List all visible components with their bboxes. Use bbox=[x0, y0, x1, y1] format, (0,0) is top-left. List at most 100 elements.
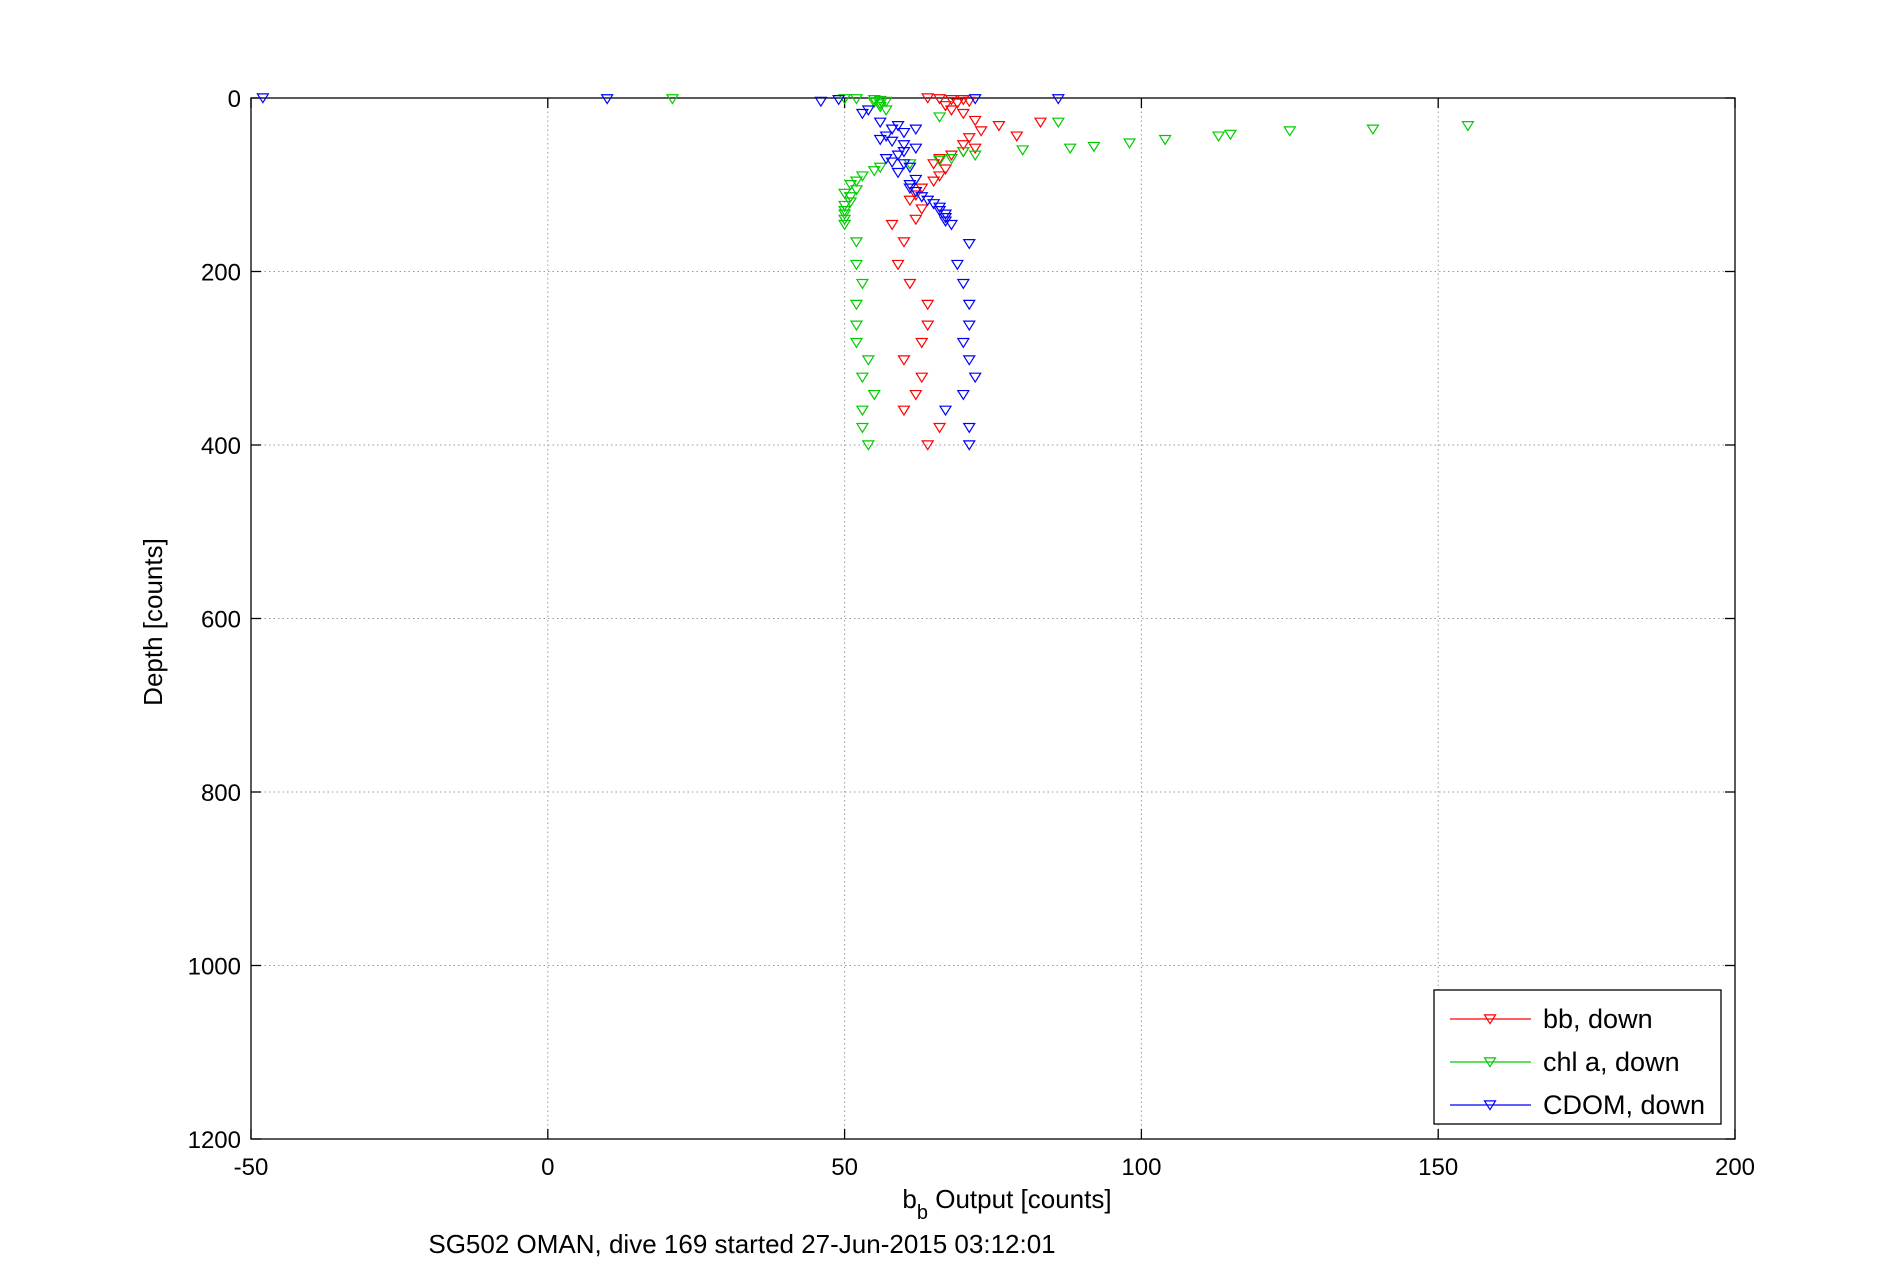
legend-marker bbox=[1483, 1014, 1497, 1025]
data-point bbox=[956, 140, 970, 151]
data-point bbox=[932, 171, 947, 182]
data-point bbox=[956, 389, 970, 401]
data-point bbox=[938, 209, 953, 221]
data-point bbox=[927, 159, 941, 170]
data-point bbox=[915, 337, 929, 349]
data-point bbox=[838, 188, 852, 200]
data-point bbox=[600, 94, 614, 105]
data-point bbox=[873, 134, 887, 146]
data-point bbox=[909, 174, 923, 186]
data-point bbox=[838, 206, 852, 217]
data-point bbox=[855, 108, 869, 120]
x-tick-label: 150 bbox=[1418, 1154, 1458, 1181]
data-point bbox=[861, 355, 875, 366]
series-2 bbox=[256, 93, 1065, 451]
data-point bbox=[885, 219, 899, 231]
data-point bbox=[927, 176, 941, 188]
data-point bbox=[885, 124, 899, 136]
x-tick-labels: -50 0 50 100 150 200 bbox=[234, 1154, 1755, 1181]
data-point bbox=[962, 133, 976, 144]
data-point bbox=[956, 147, 970, 158]
data-point bbox=[909, 143, 923, 155]
data-point bbox=[938, 212, 953, 224]
x-tick-label: 100 bbox=[1121, 1154, 1161, 1181]
data-point bbox=[909, 389, 923, 401]
data-point bbox=[968, 115, 982, 127]
data-point bbox=[938, 164, 953, 175]
data-point bbox=[867, 389, 881, 401]
data-point bbox=[974, 126, 988, 137]
data-point bbox=[950, 259, 964, 271]
data-point bbox=[932, 112, 947, 123]
data-point bbox=[897, 355, 911, 366]
data-point bbox=[1366, 124, 1380, 136]
data-point bbox=[921, 195, 935, 207]
data-point bbox=[903, 195, 917, 207]
data-point bbox=[879, 131, 893, 142]
data-point bbox=[909, 186, 923, 198]
data-point bbox=[962, 422, 976, 434]
x-tick-label: 50 bbox=[831, 1154, 858, 1181]
data-point bbox=[897, 147, 911, 158]
data-point bbox=[885, 136, 899, 148]
data-point bbox=[838, 214, 852, 226]
data-point bbox=[932, 154, 947, 165]
data-point bbox=[1051, 117, 1065, 129]
data-point bbox=[915, 183, 929, 195]
data-point bbox=[1223, 129, 1238, 141]
data-point bbox=[843, 180, 858, 191]
data-point bbox=[962, 355, 976, 366]
y-tick-label: 0 bbox=[228, 86, 241, 113]
y-tick-labels: 0 200 400 600 800 1000 1200 bbox=[188, 86, 241, 1154]
data-point bbox=[944, 150, 959, 162]
data-point bbox=[1122, 138, 1137, 149]
legend-marker bbox=[1483, 1057, 1497, 1068]
data-point bbox=[897, 237, 911, 248]
axis-ticks bbox=[250, 97, 1736, 1140]
data-point bbox=[950, 98, 964, 110]
data-point bbox=[915, 192, 929, 203]
data-point bbox=[915, 204, 929, 215]
data-point bbox=[891, 121, 905, 132]
data-point bbox=[873, 99, 887, 110]
data-point bbox=[855, 422, 869, 434]
data-point bbox=[665, 94, 680, 105]
data-point bbox=[1158, 134, 1172, 146]
series-1 bbox=[665, 94, 1475, 451]
data-point bbox=[891, 150, 905, 162]
data-point bbox=[1016, 145, 1030, 156]
data-point bbox=[1087, 141, 1101, 153]
data-point bbox=[932, 155, 947, 167]
data-point bbox=[909, 214, 923, 226]
data-point bbox=[932, 94, 947, 105]
data-point bbox=[968, 94, 982, 105]
x-tick-label: 0 bbox=[541, 1154, 554, 1181]
x-axis-label: bb Output [counts] bbox=[902, 1184, 1111, 1224]
data-point bbox=[903, 183, 917, 195]
data-point bbox=[927, 199, 941, 210]
data-point bbox=[855, 405, 869, 417]
data-point bbox=[873, 101, 887, 113]
y-axis-label: Depth [counts] bbox=[138, 538, 168, 706]
data-point bbox=[932, 422, 947, 434]
y-tick-label: 200 bbox=[201, 260, 241, 287]
data-point bbox=[944, 95, 959, 106]
data-point bbox=[915, 372, 929, 384]
data-point bbox=[867, 166, 881, 177]
data-point bbox=[938, 216, 953, 227]
data-point bbox=[849, 259, 864, 271]
legend-box bbox=[1433, 989, 1722, 1125]
x-tick-label: -50 bbox=[234, 1154, 269, 1181]
legend-marker bbox=[1483, 1100, 1497, 1111]
data-point bbox=[921, 320, 935, 332]
y-tick-label: 800 bbox=[201, 780, 241, 807]
data-point bbox=[897, 159, 911, 170]
data-point bbox=[891, 259, 905, 271]
data-point bbox=[903, 162, 917, 174]
data-point bbox=[962, 96, 976, 108]
data-point bbox=[879, 96, 893, 108]
data-point bbox=[897, 127, 911, 139]
data-point bbox=[873, 162, 887, 174]
data-point bbox=[838, 200, 852, 212]
data-point bbox=[962, 440, 976, 451]
